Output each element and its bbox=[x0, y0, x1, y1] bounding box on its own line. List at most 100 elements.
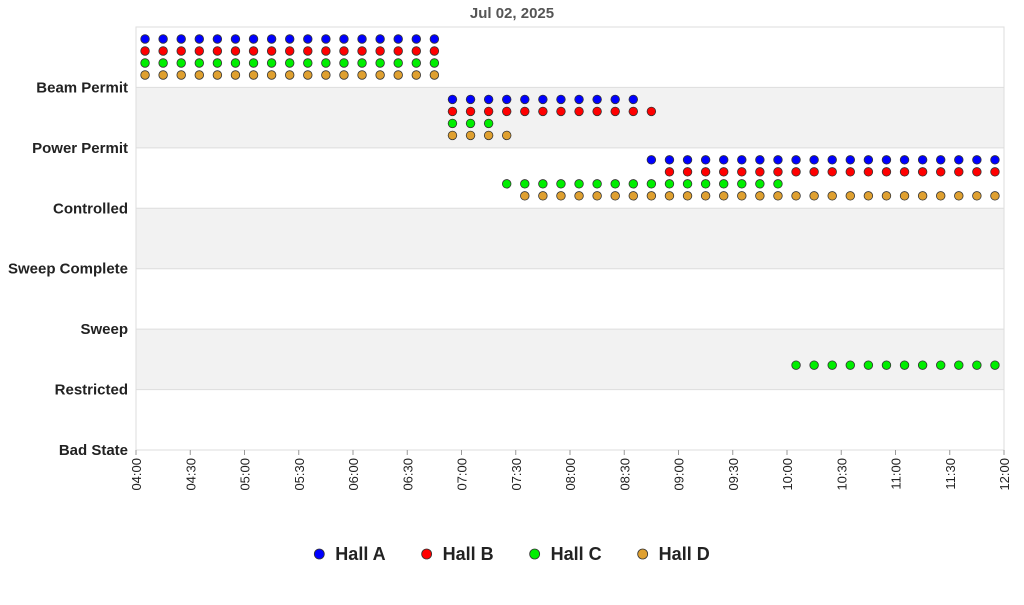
status-point bbox=[954, 360, 964, 370]
status-point bbox=[158, 34, 168, 44]
status-point bbox=[248, 34, 259, 44]
status-point bbox=[628, 179, 638, 189]
status-point bbox=[737, 179, 747, 189]
status-point bbox=[827, 167, 837, 177]
status-point bbox=[755, 179, 765, 189]
status-point bbox=[465, 106, 476, 117]
x-tick-label: 10:30 bbox=[834, 458, 849, 491]
status-point bbox=[881, 167, 892, 177]
x-tick-label: 11:00 bbox=[889, 458, 904, 490]
status-point bbox=[520, 94, 530, 105]
status-point bbox=[791, 191, 801, 201]
status-point bbox=[447, 94, 458, 105]
status-point bbox=[610, 106, 620, 117]
status-point bbox=[646, 191, 657, 201]
status-point bbox=[936, 360, 946, 370]
status-point bbox=[737, 155, 747, 165]
status-point bbox=[592, 179, 602, 189]
status-point bbox=[737, 191, 747, 201]
x-tick-label: 09:30 bbox=[726, 458, 741, 491]
x-tick-label: 07:30 bbox=[509, 458, 524, 491]
status-point bbox=[212, 70, 223, 80]
status-point bbox=[574, 191, 584, 201]
status-point bbox=[447, 130, 458, 141]
y-tick-label: Controlled bbox=[53, 200, 128, 217]
status-point bbox=[158, 58, 168, 68]
status-point bbox=[266, 58, 277, 68]
status-point bbox=[700, 155, 711, 165]
status-point bbox=[682, 179, 693, 189]
band bbox=[136, 27, 1004, 88]
status-point bbox=[483, 94, 494, 105]
status-point bbox=[773, 167, 783, 177]
status-point bbox=[664, 179, 675, 189]
legend-label: Hall C bbox=[551, 544, 602, 564]
status-point bbox=[393, 58, 403, 68]
status-point bbox=[411, 34, 421, 44]
status-point bbox=[791, 360, 801, 370]
x-tick-label: 08:30 bbox=[617, 458, 632, 491]
status-point bbox=[682, 167, 693, 177]
status-point bbox=[429, 70, 440, 80]
status-point bbox=[917, 191, 928, 201]
status-point bbox=[375, 46, 385, 56]
status-point bbox=[339, 46, 349, 56]
status-point bbox=[628, 94, 638, 105]
status-point bbox=[863, 191, 874, 201]
y-tick-label: Bad State bbox=[59, 442, 128, 459]
status-point bbox=[899, 155, 910, 165]
status-point bbox=[339, 70, 349, 80]
status-point bbox=[954, 167, 964, 177]
status-point bbox=[393, 34, 403, 44]
status-point bbox=[538, 191, 548, 201]
status-point bbox=[357, 70, 367, 80]
status-point bbox=[303, 58, 313, 68]
status-point bbox=[845, 167, 855, 177]
status-point bbox=[556, 191, 566, 201]
status-point bbox=[972, 167, 982, 177]
status-point bbox=[230, 70, 241, 80]
status-point bbox=[465, 130, 476, 141]
status-point bbox=[592, 191, 602, 201]
legend-label: Hall B bbox=[443, 544, 494, 564]
status-point bbox=[610, 191, 620, 201]
status-point bbox=[429, 46, 440, 56]
band bbox=[136, 208, 1004, 269]
status-point bbox=[809, 155, 819, 165]
x-tick-label: 11:30 bbox=[943, 458, 958, 490]
status-point bbox=[863, 360, 874, 370]
status-point bbox=[158, 46, 168, 56]
status-point bbox=[212, 34, 223, 44]
status-point bbox=[411, 46, 421, 56]
legend: Hall A Hall B Hall C Hall D bbox=[313, 544, 710, 564]
status-point bbox=[303, 70, 313, 80]
status-point bbox=[682, 191, 693, 201]
status-point bbox=[520, 106, 530, 117]
status-point bbox=[863, 167, 874, 177]
status-point bbox=[936, 191, 946, 201]
status-point bbox=[556, 94, 566, 105]
status-point bbox=[646, 179, 657, 189]
status-point bbox=[339, 58, 349, 68]
status-point bbox=[719, 179, 729, 189]
y-tick-label: Sweep bbox=[80, 321, 128, 338]
status-point bbox=[845, 191, 855, 201]
status-point bbox=[375, 58, 385, 68]
status-point bbox=[520, 179, 530, 189]
status-point bbox=[357, 58, 367, 68]
status-point bbox=[285, 34, 295, 44]
status-point bbox=[700, 167, 711, 177]
status-point bbox=[375, 70, 385, 80]
status-point bbox=[375, 34, 385, 44]
status-point bbox=[592, 106, 602, 117]
status-point bbox=[990, 167, 1000, 177]
x-tick-label: 08:00 bbox=[563, 458, 578, 491]
status-point bbox=[791, 167, 801, 177]
status-point bbox=[972, 155, 982, 165]
status-point bbox=[664, 191, 675, 201]
status-point bbox=[248, 70, 259, 80]
band bbox=[136, 329, 1004, 390]
status-point bbox=[266, 46, 277, 56]
status-point bbox=[140, 58, 150, 68]
